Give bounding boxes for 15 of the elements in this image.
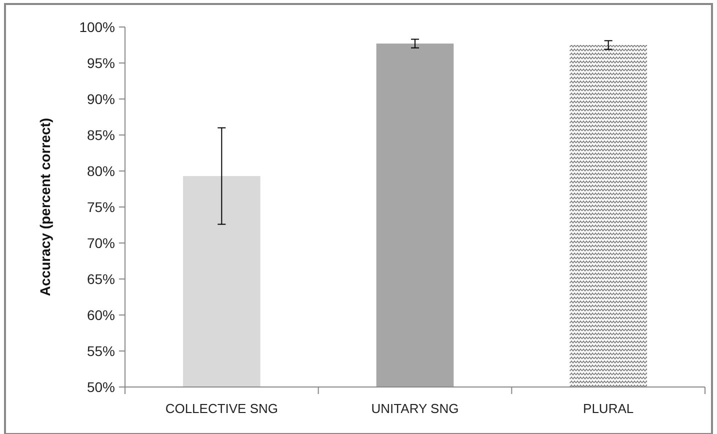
x-tick-label: PLURAL: [583, 401, 634, 416]
y-tick-label: 55%: [86, 342, 115, 359]
x-tick-label: COLLECTIVE SNG: [165, 401, 278, 416]
y-tick-label: 80%: [86, 162, 115, 179]
y-tick-label: 90%: [86, 90, 115, 107]
y-tick-label: 100%: [79, 18, 115, 35]
y-tick-label: 85%: [86, 126, 115, 143]
y-tick-label: 95%: [86, 54, 115, 71]
x-tick-label: UNITARY SNG: [371, 401, 459, 416]
y-tick-label: 70%: [86, 234, 115, 251]
y-tick-label: 65%: [86, 270, 115, 287]
y-axis-title: Accuracy (percent correct): [37, 118, 53, 296]
y-tick-label: 50%: [86, 378, 115, 395]
y-tick-label: 60%: [86, 306, 115, 323]
y-tick-label: 75%: [86, 198, 115, 215]
